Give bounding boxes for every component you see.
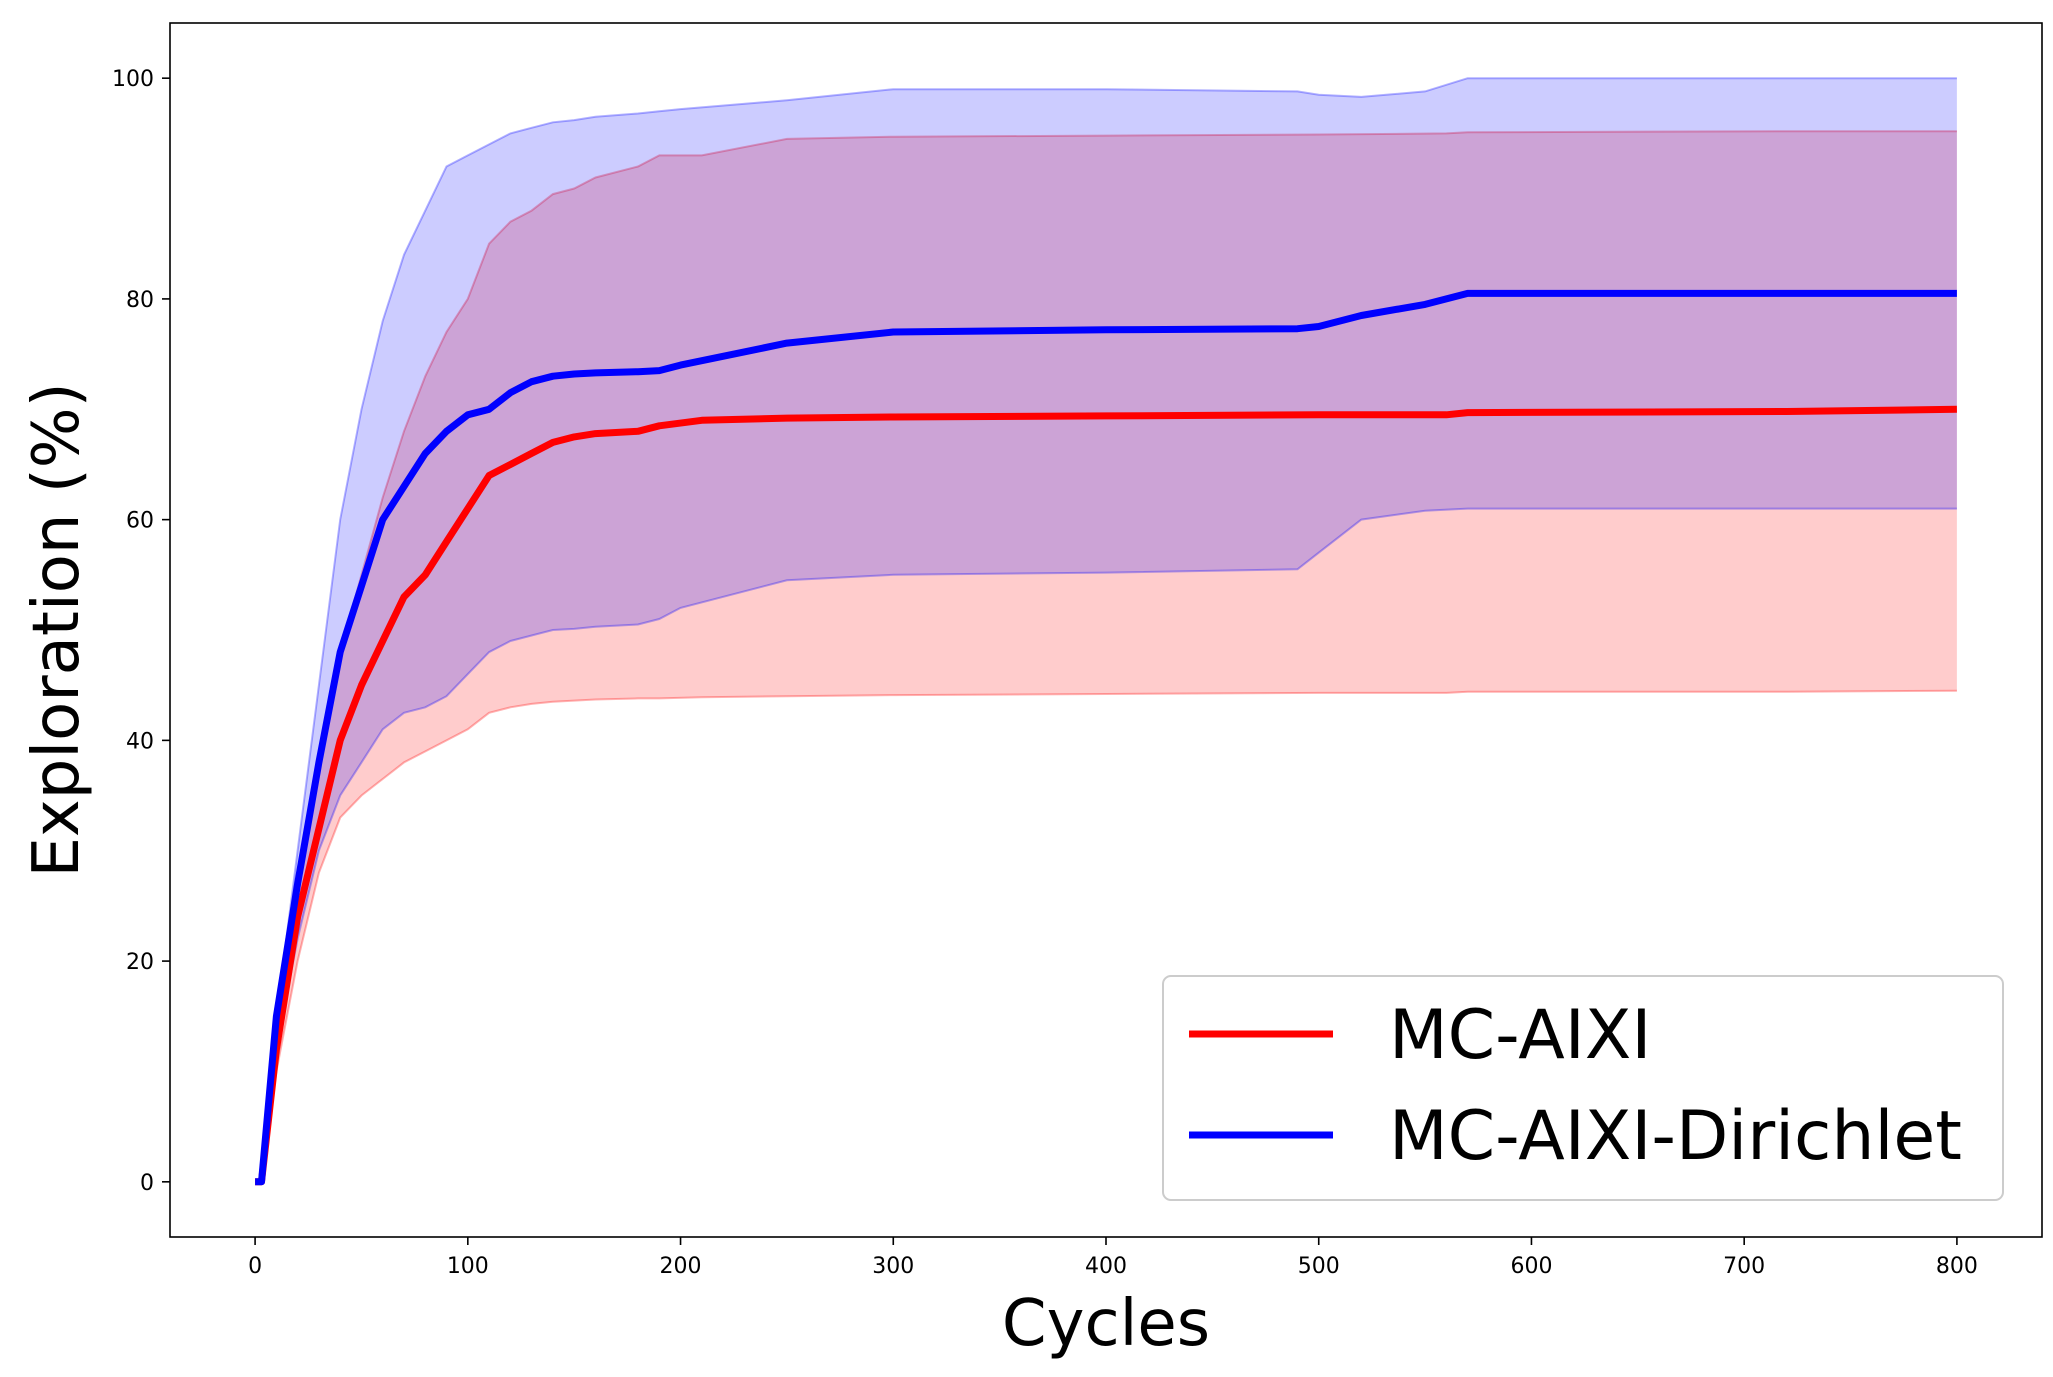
y-axis-title: Exploration (%): [20, 382, 94, 877]
y-tick-label: 80: [126, 288, 154, 313]
x-tick-label: 600: [1510, 1254, 1552, 1279]
confidence-bands: [255, 77, 1957, 1183]
y-tick-label: 60: [126, 509, 154, 534]
x-axis-ticks: 0 100 200 300 400 500 600 700 800: [248, 1237, 1978, 1279]
band-lower-edge-mc-aixi: [255, 689, 1957, 1183]
y-tick-label: 20: [126, 950, 154, 975]
x-tick-label: 700: [1723, 1254, 1765, 1279]
band-lower-edge-mc-aixi-dirichlet: [255, 507, 1957, 1183]
x-tick-label: 0: [248, 1254, 262, 1279]
x-tick-label: 800: [1936, 1254, 1978, 1279]
y-tick-label: 40: [126, 729, 154, 754]
legend-box: [1162, 975, 2004, 1201]
line-mc-aixi-dirichlet: [255, 289, 1957, 1186]
band-mc-aixi-dirichlet: [255, 78, 1957, 1182]
band-upper-edge-mc-aixi-dirichlet: [255, 77, 1957, 1183]
x-tick-label: 200: [660, 1254, 702, 1279]
y-axis-ticks: 0 20 40 60 80 100: [112, 67, 170, 1196]
x-axis-title: Cycles: [1002, 1287, 1210, 1361]
y-tick-label: 100: [112, 67, 154, 92]
y-tick-label: 0: [140, 1171, 154, 1196]
legend-label-mc-aixi: MC-AIXI: [1389, 996, 1651, 1075]
legend-label-mc-aixi-dirichlet: MC-AIXI-Dirichlet: [1389, 1097, 1962, 1176]
x-tick-label: 300: [872, 1254, 914, 1279]
x-tick-label: 100: [447, 1254, 489, 1279]
x-tick-label: 400: [1085, 1254, 1127, 1279]
x-tick-label: 500: [1298, 1254, 1340, 1279]
legend: MC-AIXI MC-AIXI-Dirichlet: [1162, 975, 2004, 1201]
line-mc-aixi: [255, 405, 1957, 1186]
band-mc-aixi: [255, 131, 1957, 1182]
mean-lines: [255, 289, 1957, 1186]
